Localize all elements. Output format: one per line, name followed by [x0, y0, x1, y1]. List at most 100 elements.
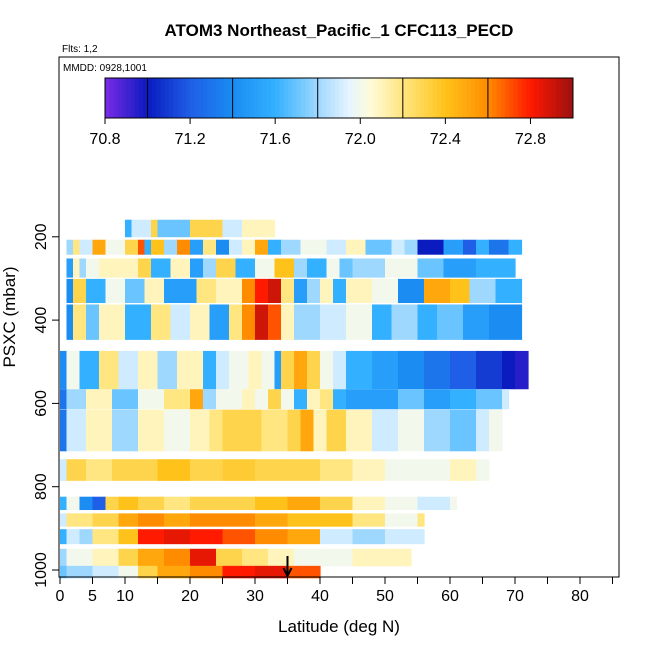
heatmap-cell [352, 258, 386, 278]
heatmap-cell [144, 278, 165, 304]
colorbar-swatch [275, 78, 280, 118]
heatmap-cell [417, 304, 438, 340]
colorbar-swatch [304, 78, 310, 118]
heatmap-cell [320, 548, 354, 567]
heatmap-cell [60, 529, 68, 545]
heatmap-cell [138, 459, 159, 481]
colorbar-swatch [496, 78, 502, 118]
colorbar-swatch [105, 78, 110, 118]
colorbar-swatch [249, 78, 255, 118]
heatmap-cell [190, 496, 224, 511]
heatmap-cell [125, 239, 139, 255]
heatmap-cell [99, 304, 126, 340]
heatmap-cell [320, 350, 334, 390]
heatmap-cell [157, 565, 191, 579]
heatmap-cell [424, 350, 451, 390]
heatmap-cell [222, 513, 256, 527]
heatmap-cell [86, 304, 100, 340]
colorbar-swatch [458, 78, 463, 118]
heatmap-cell [138, 409, 165, 452]
colorbar-swatch [292, 78, 297, 118]
colorbar-swatch [534, 78, 540, 118]
heatmap-cell [287, 496, 321, 511]
colorbar-swatch [377, 78, 383, 118]
heatmap-cell [287, 565, 321, 579]
heatmap-cell [365, 239, 393, 255]
colorbar-swatch [117, 78, 123, 118]
heatmap-cell [112, 459, 139, 481]
colorbar-swatch [547, 78, 553, 118]
heatmap-cell [92, 513, 120, 527]
heatmap-cell [255, 389, 269, 410]
heatmap-cell [287, 459, 321, 481]
heatmap-cell [391, 239, 406, 255]
heatmap-cell [385, 513, 419, 527]
colorbar-swatch [139, 78, 144, 118]
heatmap-cell [138, 239, 146, 255]
heatmap-cell [190, 529, 224, 545]
heatmap-cell [118, 496, 139, 511]
heatmap-cell [307, 258, 328, 278]
heatmap-cell [131, 219, 152, 238]
colorbar-swatch [151, 78, 157, 118]
heatmap-cell [66, 529, 81, 545]
heatmap-cell [216, 239, 230, 255]
colorbar-swatch [113, 78, 119, 118]
heatmap-cell [99, 258, 139, 278]
heatmap-cell [73, 258, 81, 278]
heatmap-cell [92, 529, 120, 545]
y-axis-label: PSXC (mbar) [0, 266, 19, 367]
heatmap-cell [151, 219, 159, 238]
x-tick-label: 20 [181, 588, 199, 605]
heatmap-cell [79, 350, 100, 390]
colorbar: 70.8 71.2 71.6 72.0 72.4 72.8 [89, 77, 574, 148]
colorbar-swatch [453, 78, 459, 118]
heatmap-cell [417, 529, 425, 545]
heatmap-cells [60, 219, 529, 579]
heatmap-cell [242, 304, 256, 340]
heatmap-cell [190, 565, 224, 579]
heatmap-cell [60, 548, 68, 567]
x-tick-label: 0 [56, 588, 65, 605]
heatmap-cell [73, 304, 87, 340]
heatmap-cell [138, 496, 165, 511]
colorbar-swatch [381, 78, 387, 118]
heatmap-cell [281, 350, 295, 390]
heatmap-cell [333, 389, 347, 410]
heatmap-cell [268, 389, 282, 410]
heatmap-cell [73, 278, 87, 304]
colorbar-swatch [360, 78, 366, 118]
colorbar-swatch [207, 78, 212, 118]
heatmap-cell [222, 219, 243, 238]
heatmap-cell [66, 496, 81, 511]
colorbar-swatch [283, 78, 289, 118]
heatmap-cell [255, 459, 289, 481]
colorbar-swatch [130, 78, 136, 118]
heatmap-cell [385, 258, 419, 278]
y-tick-label: 200 [33, 223, 50, 250]
colorbar-swatch [543, 78, 548, 118]
heatmap-cell [164, 278, 198, 304]
heatmap-cell [372, 409, 399, 452]
heatmap-cell [320, 389, 334, 410]
heatmap-cell [326, 258, 341, 278]
heatmap-cell [66, 258, 74, 278]
heatmap-cell [294, 258, 308, 278]
heatmap-cell [66, 389, 87, 410]
colorbar-swatch [134, 78, 140, 118]
heatmap-cell [352, 459, 386, 481]
heatmap-cell [281, 304, 295, 340]
colorbar-tick-label: 72.0 [345, 131, 376, 148]
heatmap-cell [170, 304, 191, 340]
heatmap-cell [138, 350, 159, 390]
heatmap-cell [417, 459, 451, 481]
heatmap-cell [281, 239, 302, 255]
heatmap-cell [268, 239, 282, 255]
colorbar-swatch [321, 78, 327, 118]
colorbar-swatch [185, 78, 191, 118]
heatmap-cell [476, 239, 490, 255]
heatmap-cell [86, 459, 113, 481]
heatmap-cell [196, 278, 217, 304]
colorbar-swatch [394, 78, 400, 118]
heatmap-cell [268, 278, 282, 304]
